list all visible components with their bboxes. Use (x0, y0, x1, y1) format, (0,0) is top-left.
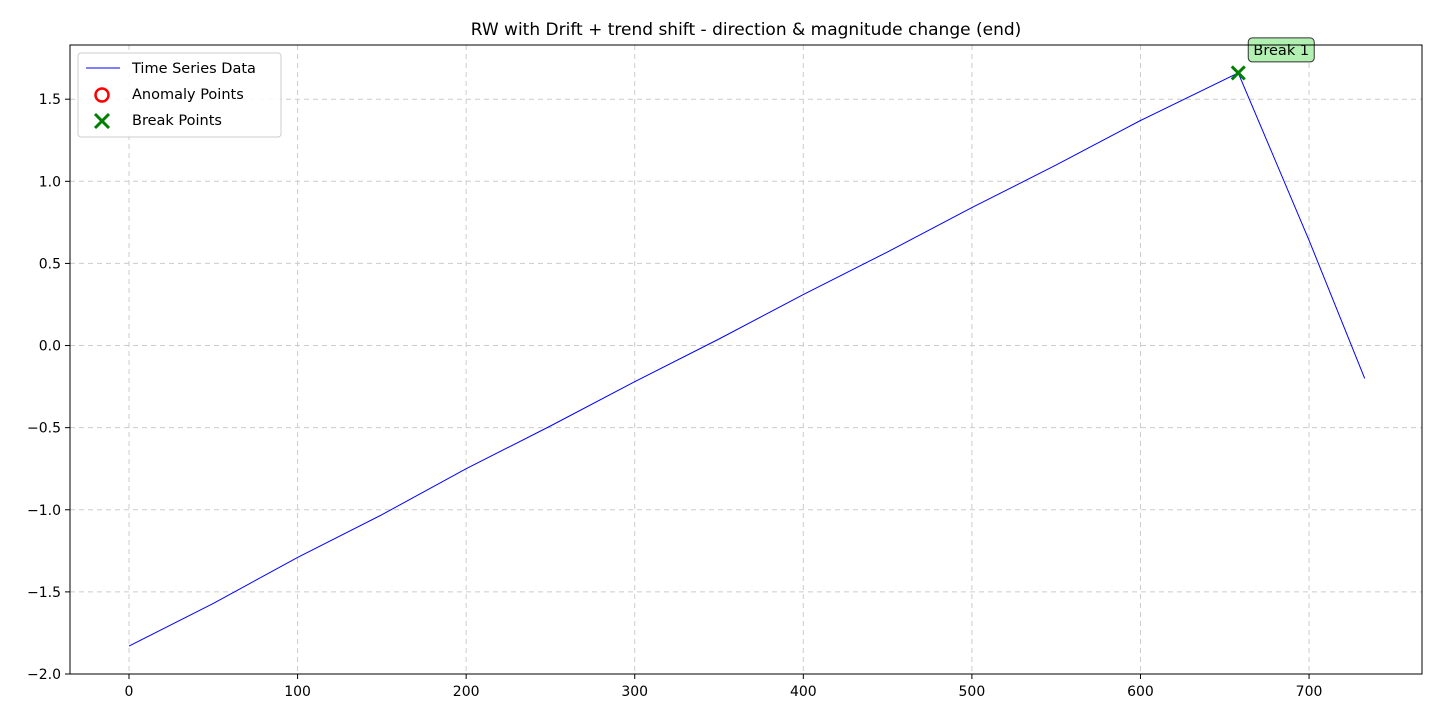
break-point (1230, 65, 1246, 81)
y-tick-label: −1.5 (27, 585, 61, 601)
legend-label-anomaly: Anomaly Points (132, 87, 244, 103)
series-line (128, 72, 1366, 647)
y-tick-label: −1.0 (27, 503, 61, 519)
y-tick-label: 1.5 (39, 92, 61, 108)
legend-anomaly-swatch (94, 87, 110, 103)
legend-box (77, 52, 282, 138)
legend-break-swatch (93, 112, 111, 130)
legend-label-series: Time Series Data (131, 61, 256, 77)
x-tick-label: 700 (1296, 684, 1323, 700)
grid (70, 45, 1422, 675)
break-label-box (1247, 37, 1315, 63)
legend: Time Series Data Anomaly Points Break Po… (77, 52, 282, 138)
x-tick-label: 400 (790, 684, 817, 700)
y-tick-label: −0.5 (27, 421, 61, 437)
x-tick-label: 0 (125, 684, 134, 700)
x-tick-label: 200 (453, 684, 480, 700)
x-tick-label: 500 (959, 684, 986, 700)
break-point-stroke (1230, 65, 1246, 81)
break-label: Break 1 (1253, 43, 1309, 59)
markers-layer: Break 1 (1230, 37, 1315, 81)
x-tick-label: 100 (284, 684, 311, 700)
y-axis: −2.0 −1.5 −1.0 −0.5 0.0 0.5 1.0 1.5 (27, 92, 70, 683)
x-axis: 0 100 200 300 400 500 600 700 (125, 674, 1323, 700)
y-tick-label: 0.0 (39, 339, 61, 355)
y-tick-label: 0.5 (39, 256, 61, 272)
chart-title: RW with Drift + trend shift - direction … (471, 20, 1022, 40)
y-tick-label: −2.0 (27, 667, 61, 683)
series-layer (128, 72, 1366, 647)
x-tick-label: 600 (1127, 684, 1154, 700)
legend-label-break: Break Points (132, 113, 222, 129)
y-tick-label: 1.0 (39, 174, 61, 190)
x-tick-label: 300 (621, 684, 648, 700)
plot-frame (69, 44, 1423, 675)
